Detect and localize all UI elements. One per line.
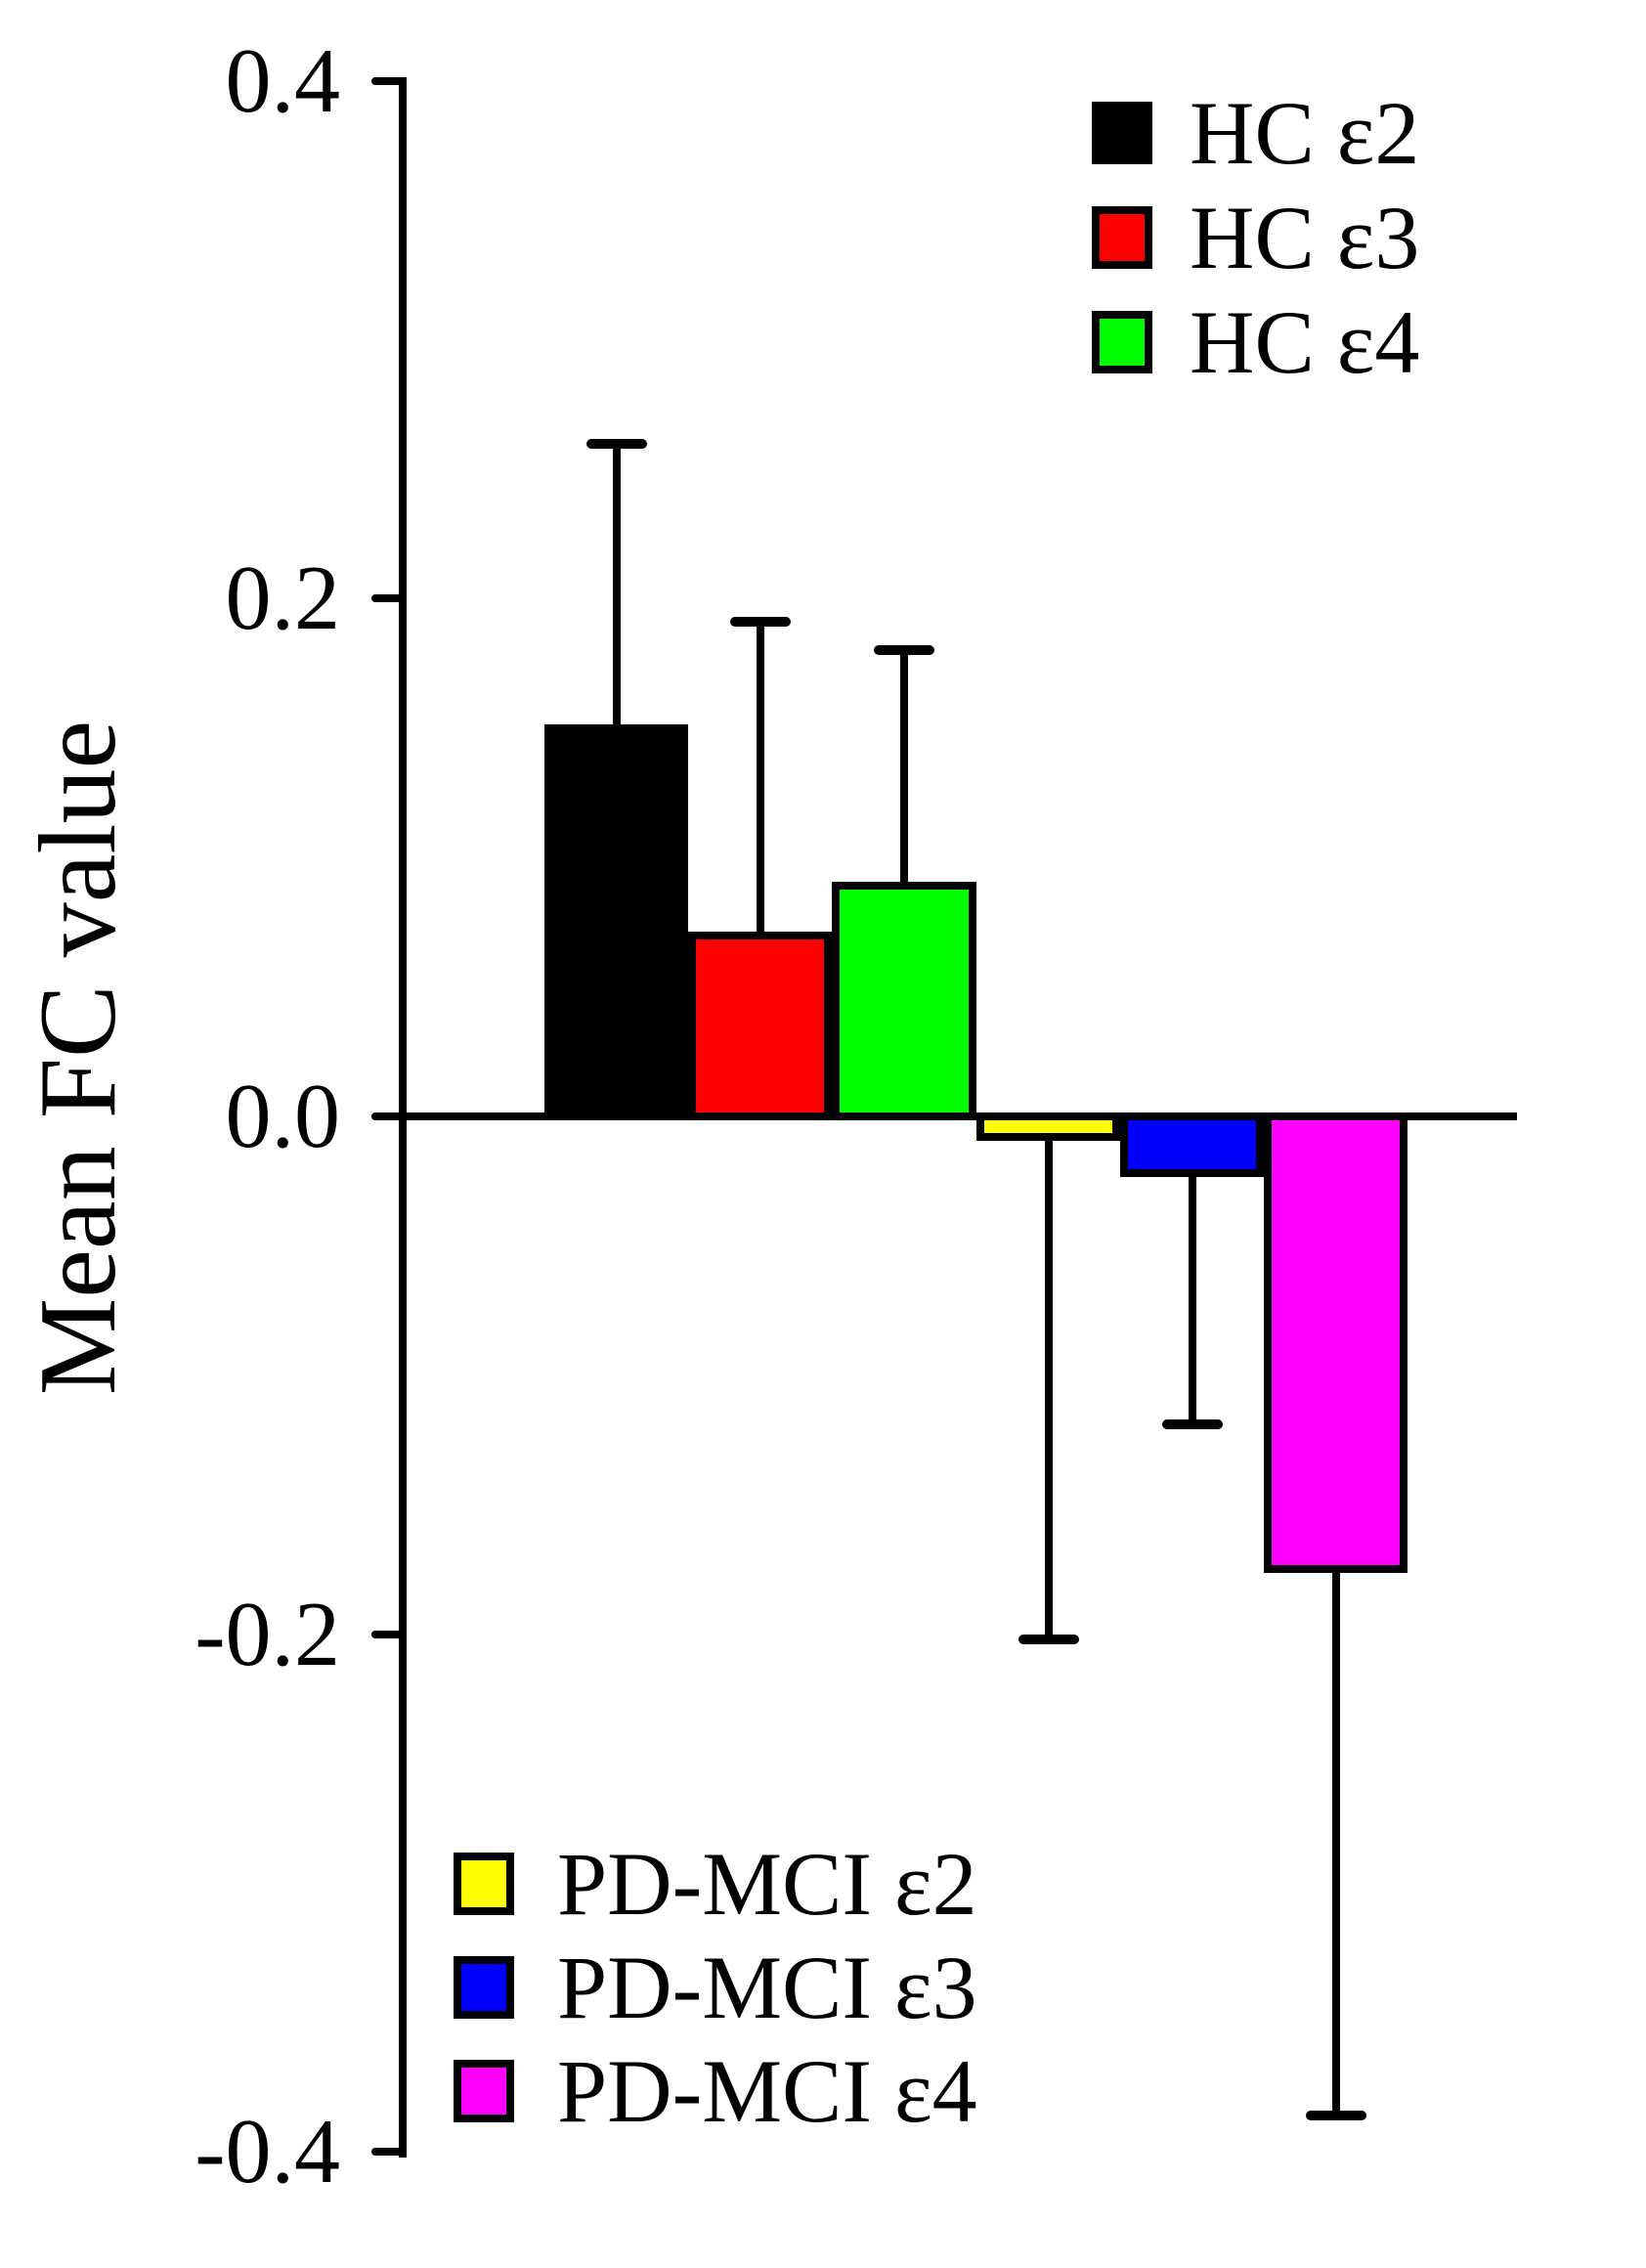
error-bar-stem-1	[756, 622, 764, 936]
error-bar-stem-0	[612, 444, 621, 728]
bar-4	[1120, 1112, 1264, 1177]
error-bar-cap-3	[1018, 1635, 1079, 1644]
legend-label-pdmci-e4: PD-MCI ε4	[557, 2041, 977, 2141]
y-tick-label--0.4: -0.4	[195, 2101, 340, 2203]
legend-label-pdmci-e2: PD-MCI ε2	[557, 1834, 977, 1934]
y-tick-0.0	[371, 1112, 403, 1120]
legend-item-pdmci-e4: PD-MCI ε4	[454, 2046, 977, 2136]
y-tick-label--0.2: -0.2	[195, 1584, 340, 1685]
error-bar-cap-2	[874, 645, 934, 655]
y-tick--0.4	[371, 2148, 403, 2156]
legend-label-hc-e4: HC ε4	[1190, 292, 1420, 392]
legend-item-pdmci-e3: PD-MCI ε3	[454, 1942, 977, 2032]
y-tick--0.2	[371, 1631, 403, 1638]
bar-1	[688, 932, 832, 1120]
x-axis-zero-line	[399, 1112, 1517, 1120]
error-bar-stem-2	[900, 650, 908, 886]
y-tick-0.4	[371, 77, 403, 85]
legend-item-pdmci-e2: PD-MCI ε2	[454, 1839, 977, 1929]
y-axis-title: Mean FC value	[18, 720, 139, 1396]
legend-swatch-pdmci-e3	[454, 1956, 514, 2019]
error-bar-cap-0	[585, 439, 647, 449]
y-tick-0.2	[371, 594, 403, 602]
error-bar-cap-4	[1161, 1419, 1223, 1429]
legend-swatch-pdmci-e4	[454, 2060, 514, 2122]
y-tick-label-0.4: 0.4	[225, 30, 341, 132]
legend-item-hc-e2: HC ε2	[1092, 88, 1419, 178]
legend-item-hc-e4: HC ε4	[1092, 297, 1419, 387]
y-tick-label-0.2: 0.2	[225, 547, 341, 649]
error-bar-stem-4	[1188, 1173, 1196, 1424]
legend-label-pdmci-e3: PD-MCI ε3	[557, 1938, 977, 2037]
legend-label-hc-e3: HC ε3	[1190, 188, 1420, 287]
legend-label-hc-e2: HC ε2	[1190, 83, 1420, 183]
legend-item-hc-e3: HC ε3	[1092, 193, 1419, 283]
legend-swatch-hc-e4	[1092, 311, 1152, 373]
legend-swatch-hc-e2	[1092, 102, 1152, 164]
legend-swatch-pdmci-e2	[454, 1853, 514, 1915]
y-tick-label-0.0: 0.0	[225, 1066, 341, 1167]
legend-swatch-hc-e3	[1092, 206, 1152, 269]
bar-2	[832, 882, 976, 1120]
error-bar-stem-5	[1331, 1569, 1340, 2115]
bar-5	[1264, 1112, 1408, 1573]
bar-0	[544, 724, 688, 1120]
error-bar-cap-1	[729, 617, 791, 627]
error-bar-stem-3	[1044, 1137, 1053, 1639]
error-bar-cap-5	[1305, 2111, 1366, 2120]
